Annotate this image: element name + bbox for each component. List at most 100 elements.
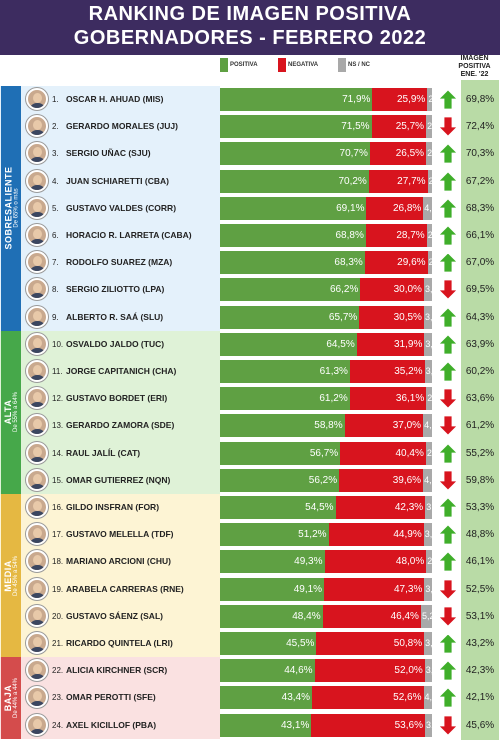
- bar-negativa: 30,5%: [359, 305, 424, 329]
- bar-nsnc: 5,2: [420, 604, 432, 628]
- prev-column-header: IMAGEN POSITIVA ENE. '22: [449, 55, 500, 79]
- arrow-up-icon: [438, 687, 458, 708]
- avatar-suit: [29, 130, 46, 136]
- avatar-face: [33, 365, 42, 375]
- avatar-face: [33, 120, 42, 131]
- arrow-up-icon: [438, 171, 458, 192]
- arrow-up-icon: [438, 361, 458, 382]
- table-row: 5. GUSTAVO VALDES (CORR) 69,1%26,8%4,1 68,3…: [0, 195, 500, 221]
- bar-negativa: 28,7%: [365, 224, 427, 247]
- avatar-suit: [29, 347, 46, 353]
- prev-positive-value: 72,4%: [465, 121, 495, 133]
- bar-nsnc: 3,5: [424, 360, 432, 383]
- bar-positiva: 58,8%: [220, 414, 345, 438]
- rank-number: 15.: [52, 475, 64, 485]
- table-row: 16.GILDO INSFRAN (FOR) 54,5%42,3%3,2 53,3%: [0, 494, 500, 520]
- rank-number: 8.: [52, 285, 59, 295]
- bar-negativa: 48,0%: [324, 550, 427, 574]
- prev-positive-value: 53,1%: [465, 610, 495, 622]
- avatar-suit: [29, 266, 46, 272]
- governor-avatar: [26, 88, 48, 110]
- group-label-media: MEDIA De 45% a 54%: [1, 494, 21, 658]
- arrow-down-icon: [438, 116, 458, 137]
- table-row: 18.MARIANO ARCIONI (CHU) 49,3%48,0%2,7 46,…: [0, 548, 500, 574]
- arrow-up-icon: [438, 89, 458, 110]
- bar-nsnc: 4,1: [423, 196, 432, 220]
- bar-negativa: 35,2%: [349, 360, 425, 383]
- avatar-suit: [29, 647, 46, 652]
- governor-avatar: [26, 387, 48, 410]
- prev-positive-value: 55,2%: [465, 447, 495, 459]
- arrow-down-icon: [438, 415, 458, 436]
- arrow-down-icon: [438, 715, 458, 736]
- arrow-up-icon: [438, 443, 458, 464]
- governor-name: ARABELA CARRERAS (RNE): [66, 583, 184, 594]
- bar-positiva: 49,3%: [220, 550, 325, 574]
- bar-positiva: 64,5%: [220, 332, 357, 356]
- governor-name: ALBERTO R. SAÁ (SLU): [66, 311, 164, 322]
- bar-positiva: 68,3%: [220, 251, 365, 275]
- rank-number: 10.: [52, 339, 64, 349]
- avatar-face: [33, 283, 42, 294]
- bar-negativa: 47,3%: [324, 577, 425, 601]
- avatar-face: [33, 201, 42, 212]
- governor-name: GERARDO ZAMORA (SDE): [66, 420, 175, 431]
- avatar-suit: [29, 320, 46, 326]
- bar-negativa: 42,3%: [335, 496, 426, 519]
- table-row: 17.GUSTAVO MELELLA (TDF) 51,2%44,9%3,9 48,…: [0, 521, 500, 547]
- prev-positive-value: 63,9%: [465, 338, 495, 350]
- avatar-face: [33, 473, 42, 484]
- bar-nsnc: 2,2: [427, 88, 432, 111]
- bar-positiva: 70,7%: [220, 142, 370, 166]
- rank-number: 6.: [52, 231, 59, 240]
- prev-positive-value: 45,6%: [465, 719, 495, 731]
- bar-nsnc: 3,2: [425, 496, 432, 519]
- rank-number: 19.: [52, 584, 64, 594]
- governor-name: GERARDO MORALES (JUJ): [66, 121, 178, 132]
- bar-negativa: 26,5%: [369, 142, 427, 166]
- table-row: 2. GERARDO MORALES (JUJ) 71,5%25,7%2,8 72,4…: [0, 113, 500, 139]
- bar-positiva: 61,2%: [220, 387, 350, 411]
- bar-negativa: 26,8%: [366, 196, 424, 220]
- avatar-suit: [29, 211, 46, 217]
- governor-avatar: [26, 713, 48, 736]
- avatar-face: [33, 637, 42, 647]
- governor-name: OMAR GUTIERREZ (NQN): [66, 474, 171, 485]
- arrow-up-icon: [438, 334, 458, 355]
- governor-avatar: [26, 414, 48, 437]
- rank-number: 9.: [52, 312, 59, 322]
- bar-nsnc: 2,8: [426, 115, 432, 139]
- prev-column-background: [461, 80, 499, 740]
- governor-name: GUSTAVO BORDET (ERI): [66, 393, 168, 404]
- governor-name: SERGIO ZILIOTTO (LPA): [66, 284, 165, 295]
- bar-positiva: 49,1%: [220, 577, 325, 601]
- table-row: 11.JORGE CAPITANICH (CHA) 61,3%35,2%3,5 60…: [0, 358, 500, 384]
- prev-positive-value: 66,1%: [465, 230, 495, 241]
- group-label-baja: BAJA De 44% a 44%: [1, 657, 21, 739]
- bar-nsnc: 3,8: [423, 278, 432, 302]
- avatar-face: [33, 718, 42, 729]
- bar-positiva: 69,1%: [220, 196, 367, 220]
- rank-number: 18.: [52, 557, 64, 567]
- table-row: 10.OSVALDO JALDO (TUC) 64,5%31,9%3,6 63,9%: [0, 331, 500, 357]
- prev-positive-value: 42,3%: [465, 665, 495, 677]
- avatar-face: [33, 419, 42, 430]
- prev-positive-value: 67,0%: [465, 257, 495, 269]
- bar-nsnc: 3,9: [423, 523, 432, 547]
- bar-positiva: 45,5%: [220, 632, 317, 655]
- bar-negativa: 27,7%: [368, 169, 428, 193]
- governor-avatar: [26, 577, 48, 600]
- avatar-face: [33, 147, 42, 158]
- arrow-up-icon: [438, 633, 458, 654]
- table-row: 21.RICARDO QUINTELA (LRI) 45,5%50,8%3,7 43…: [0, 630, 500, 656]
- bar-positiva: 43,4%: [220, 686, 312, 710]
- governor-name: GUSTAVO VALDES (CORR): [66, 202, 177, 213]
- bar-positiva: 54,5%: [220, 496, 336, 519]
- avatar-face: [33, 93, 42, 103]
- governor-avatar: [26, 550, 48, 573]
- prev-positive-value: 48,8%: [465, 529, 495, 541]
- table-row: 24.AXEL KICILLOF (PBA) 43,1%53,6%3,3 45,6%: [0, 712, 500, 738]
- bar-negativa: 37,0%: [344, 414, 424, 438]
- governor-name: JORGE CAPITANICH (CHA): [66, 366, 177, 376]
- avatar-face: [33, 691, 42, 702]
